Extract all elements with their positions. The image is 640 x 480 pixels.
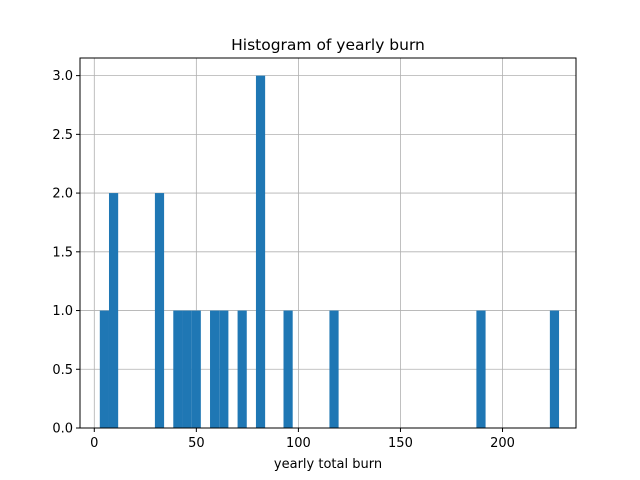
x-tick-label: 150 (388, 436, 413, 451)
histogram-bar (219, 310, 229, 428)
histogram-bar (182, 310, 192, 428)
histogram-bar (476, 310, 486, 428)
histogram-bar (237, 310, 247, 428)
y-tick-label: 1.5 (52, 245, 73, 260)
histogram-bar (549, 310, 560, 428)
y-tick-label: 0.5 (52, 363, 73, 378)
histogram-bar (154, 193, 165, 428)
histogram-bar (329, 310, 339, 428)
histogram-bar (173, 310, 183, 428)
y-tick-label: 0.0 (52, 422, 73, 437)
chart-title: Histogram of yearly burn (231, 36, 425, 54)
x-tick-label: 50 (188, 436, 205, 451)
y-tick-label: 2.0 (52, 187, 73, 202)
bars-layer (99, 75, 560, 428)
x-tick-label: 200 (490, 436, 515, 451)
histogram-bar (283, 310, 293, 428)
x-tick-label: 100 (286, 436, 311, 451)
ticks-layer: 0 50 100 150 200 0.0 0.5 1.0 1.5 2.0 2.5 3.0 (52, 69, 515, 451)
histogram-bar (99, 310, 109, 428)
x-tick-label: 0 (90, 436, 98, 451)
histogram-bar (191, 310, 201, 428)
plot-frame (79, 57, 577, 429)
x-axis-label: yearly total burn (274, 457, 382, 472)
histogram-bar (210, 310, 220, 428)
histogram-bar (108, 193, 119, 428)
y-tick-label: 3.0 (52, 69, 73, 84)
y-tick-label: 1.0 (52, 304, 73, 319)
histogram-bar (255, 75, 266, 428)
y-tick-label: 2.5 (52, 128, 73, 143)
